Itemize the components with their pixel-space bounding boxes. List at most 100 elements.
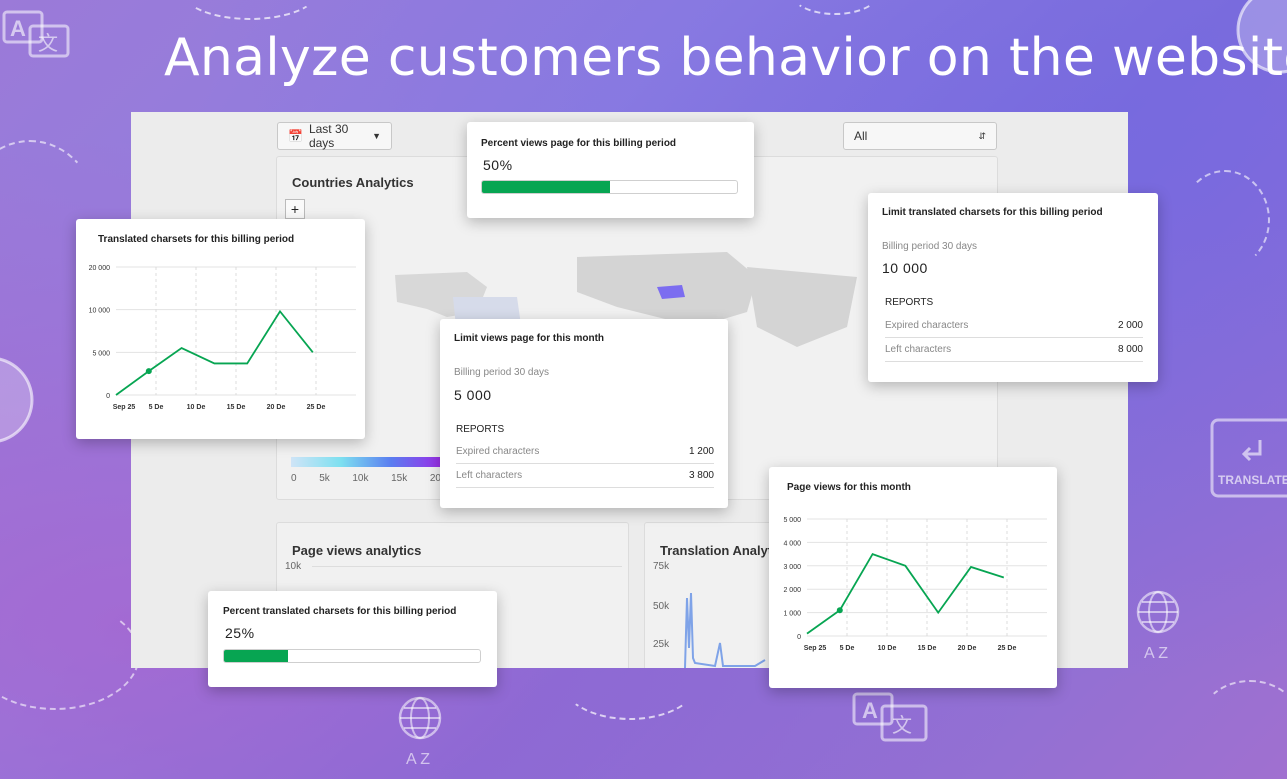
dashed-curve [790,0,880,15]
y-tick-label: 5 000 [783,517,801,524]
svg-text:A: A [10,16,26,41]
percent-value: 25% [225,625,255,641]
billing-period: Billing period 30 days [882,241,978,252]
limit-charsets-card: Limit translated charsets for this billi… [868,193,1158,382]
y-tick-label: 4 000 [783,540,801,547]
x-tick-label: 25 De [998,645,1017,652]
percent-views-card: Percent views page for this billing peri… [467,122,754,218]
legend-tick: 5k [319,473,330,484]
date-filter-dropdown[interactable]: 📅 Last 30 days ▼ [277,122,392,150]
card-title: Translated charsets for this billing per… [98,234,295,245]
report-row: Expired characters 2 000 [885,320,1143,338]
progress-fill [224,650,288,662]
calendar-icon: 📅 [288,129,303,143]
countries-title: Countries Analytics [292,175,414,190]
translated-charsets-card: Translated charsets for this billing per… [76,219,365,439]
translate-key-icon: TRANSLATE [1210,418,1287,498]
translate-key-label: TRANSLATE [1218,473,1287,487]
card-title: Percent views page for this billing peri… [481,138,677,149]
progress-bar [481,180,738,194]
x-tick-label: 10 De [878,645,897,652]
legend-tick: 10k [352,473,369,484]
dashed-curve [1180,170,1270,270]
x-tick-label: 15 De [227,404,246,411]
x-tick-label: Sep 25 [804,645,827,652]
svg-text:文: 文 [38,32,58,55]
page-views-tick: 10k [285,561,302,572]
card-title: Percent translated charsets for this bil… [223,606,457,617]
progress-fill [482,181,610,193]
globe-az-icon: A Z [396,694,446,774]
y-tick-label: 20 000 [89,265,111,272]
legend-tick: 0 [291,473,297,484]
report-row: Left characters 8 000 [885,344,1143,362]
percent-value: 50% [483,157,513,173]
legend-gradient [291,457,441,467]
dashed-curve [1200,680,1287,760]
x-tick-label: 5 De [149,404,164,411]
reports-heading: REPORTS [456,424,505,435]
globe-icon [0,345,40,460]
globe-az-icon: A Z [1134,588,1184,668]
dashed-curve [180,0,320,20]
all-select[interactable]: All ⇵ [843,122,997,150]
report-value: 8 000 [1117,344,1143,355]
all-select-value: All [854,129,868,143]
report-value: 2 000 [1117,320,1143,331]
svg-text:A: A [862,698,878,723]
y-tick-label: 5 000 [92,350,110,357]
report-row: Left characters 3 800 [456,470,714,488]
translation-tick: 50k [653,601,670,612]
card-title: Limit translated charsets for this billi… [882,207,1103,218]
y-tick-label: 1 000 [783,611,801,618]
y-tick-label: 10 000 [89,308,111,315]
series-line [115,309,314,396]
report-key: Expired characters [456,446,540,457]
dashed-curve [560,640,700,720]
zoom-in-button[interactable]: + [285,199,305,219]
y-tick-label: 3 000 [783,564,801,571]
progress-bar [223,649,481,663]
limit-value: 10 000 [882,260,928,276]
az-label: A Z [1144,645,1169,662]
report-key: Expired characters [885,320,969,331]
translation-title: Translation Analytics [660,543,791,558]
x-tick-label: 20 De [267,404,286,411]
y-tick-label: 0 [797,634,801,641]
ukraine-highlight [657,285,685,299]
legend-tick: 15k [391,473,408,484]
map-legend: 0 5k 10k 15k 20 [291,457,441,484]
x-tick-label: 25 De [307,404,326,411]
legend-ticks: 0 5k 10k 15k 20 [291,473,441,484]
legend-tick: 20 [429,473,441,484]
world-map [395,252,937,392]
page-views-month-card: Page views for this month 5 000 4 000 3 00… [769,467,1057,688]
data-point [836,607,843,614]
billing-period: Billing period 30 days [454,367,550,378]
headline: Analyze customers behavior on the websit… [164,28,1287,88]
globe-icon [1230,0,1287,85]
limit-views-card: Limit views page for this month Billing … [440,319,728,508]
y-tick-label: 2 000 [783,587,801,594]
caret-down-icon: ▼ [372,131,381,141]
percent-translated-card: Percent translated charsets for this bil… [208,591,497,687]
gridline [312,566,622,567]
report-row: Expired characters 1 200 [456,446,714,464]
y-tick-label: 0 [106,393,110,400]
x-tick-label: Sep 25 [113,404,136,411]
x-tick-label: 10 De [187,404,206,411]
translation-tick: 25k [653,639,670,650]
limit-value: 5 000 [454,387,492,403]
reports-heading: REPORTS [885,297,934,308]
report-value: 1 200 [688,446,714,457]
card-title: Limit views page for this month [454,333,605,344]
translation-sparkline [684,592,766,668]
report-key: Left characters [885,344,952,355]
card-title: Page views for this month [787,482,911,493]
report-key: Left characters [456,470,523,481]
translation-tick: 75k [653,561,670,572]
updown-icon: ⇵ [978,130,986,141]
